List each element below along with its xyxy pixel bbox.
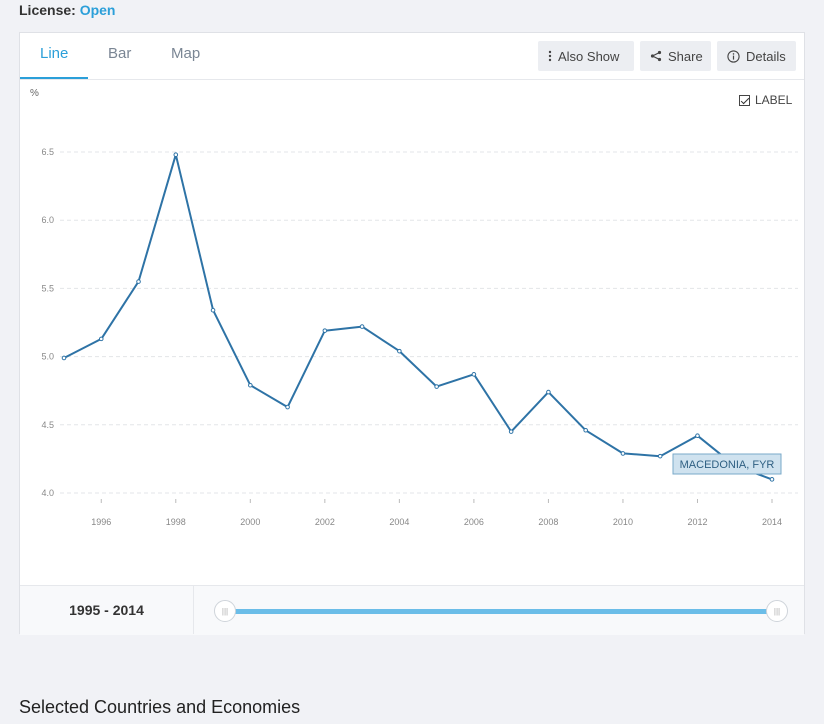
license-value: Open — [79, 2, 116, 18]
license-line: License: Open — [19, 2, 115, 18]
x-tick-label: 1996 — [91, 517, 111, 527]
also-show-button[interactable]: Also Show — [538, 41, 634, 71]
tab-map[interactable]: Map — [171, 45, 201, 62]
tab-bar[interactable]: Bar — [108, 45, 132, 62]
y-tick-label: 5.5 — [41, 283, 54, 293]
active-tab-indicator — [20, 77, 88, 79]
x-tick-label: 2000 — [240, 517, 260, 527]
line-chart: 4.0 4.5 5.0 5.5 6.0 6.5 1996 1998 2000 2002 2004 20… — [41, 147, 798, 527]
data-point — [434, 384, 439, 389]
series-label: MACEDONIA, FYR — [680, 459, 775, 471]
data-point — [61, 355, 67, 361]
more-vertical-icon — [548, 50, 552, 62]
label-toggle-text: LABEL — [755, 93, 793, 107]
data-point — [546, 389, 551, 395]
details-label: Details — [746, 48, 786, 64]
y-tick-label: 4.5 — [41, 420, 54, 430]
x-tick-label: 2008 — [538, 517, 558, 527]
license-label: License: — [19, 2, 76, 18]
data-point — [397, 348, 402, 354]
data-point — [359, 324, 365, 329]
label-toggle[interactable]: LABEL — [739, 93, 792, 107]
share-icon — [650, 50, 662, 62]
y-tick-label: 6.5 — [41, 147, 54, 157]
data-point — [136, 279, 141, 284]
also-show-label: Also Show — [558, 48, 620, 64]
x-tick-label: 2012 — [687, 517, 707, 527]
data-point — [98, 336, 104, 342]
label-checkbox[interactable] — [739, 94, 750, 106]
section-title: Selected Countries and Economies — [19, 697, 301, 717]
y-axis-unit: % — [30, 88, 39, 99]
range-end-handle[interactable]: ||| — [766, 600, 788, 622]
data-point — [769, 477, 775, 482]
x-tick-label: 2004 — [389, 517, 409, 527]
tab-line[interactable]: Line — [40, 45, 69, 62]
data-point — [173, 152, 179, 158]
data-point — [583, 427, 588, 433]
y-tick-label: 6.0 — [41, 215, 54, 225]
share-button[interactable]: Share — [640, 41, 711, 71]
range-label: 1995 - 2014 — [20, 586, 194, 634]
series-label-box — [672, 453, 782, 475]
range-start-handle[interactable]: ||| — [214, 600, 236, 622]
info-icon — [727, 49, 740, 63]
x-tick-label: 2006 — [464, 517, 484, 527]
data-point — [322, 328, 328, 333]
data-point — [285, 404, 290, 410]
share-label: Share — [668, 48, 703, 64]
x-tick-label: 2002 — [315, 517, 335, 527]
x-tick-label: 2014 — [762, 517, 782, 527]
y-tick-label: 4.0 — [41, 488, 54, 498]
chart-tabs: Line Bar Map Also Show Share Details — [20, 33, 804, 80]
data-point — [695, 433, 700, 439]
chart-panel: Line Bar Map Also Show Share Details % L… — [19, 32, 805, 635]
x-tick-label: 2010 — [613, 517, 633, 527]
details-button[interactable]: Details — [717, 41, 796, 71]
range-slider-track[interactable] — [225, 609, 777, 614]
data-point — [210, 307, 216, 313]
series-line — [63, 153, 773, 481]
y-tick-label: 5.0 — [41, 352, 54, 362]
data-point — [471, 372, 477, 377]
data-point — [620, 451, 626, 456]
data-point — [508, 429, 514, 434]
time-range-bar: 1995 - 2014 ||| ||| — [20, 585, 804, 635]
data-point — [248, 382, 253, 388]
x-tick-label: 1998 — [166, 517, 186, 527]
data-point — [657, 453, 663, 459]
